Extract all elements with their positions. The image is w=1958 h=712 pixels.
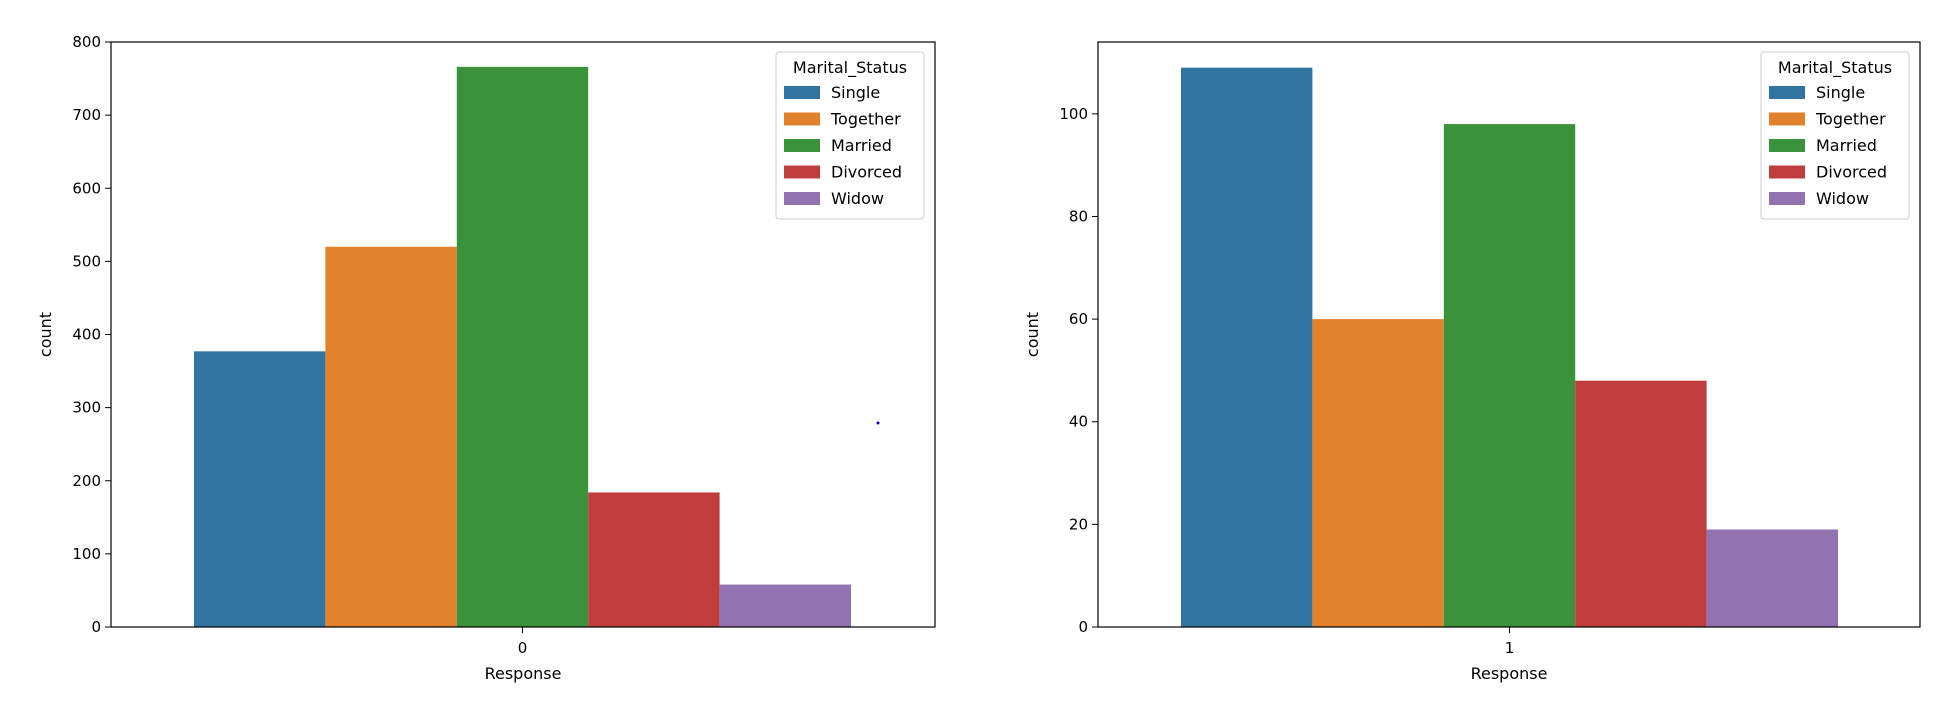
y-tick-label: 200 [72, 472, 101, 490]
legend-swatch-widow [1769, 192, 1805, 205]
y-tick-label: 0 [1078, 618, 1088, 636]
y-tick-label: 80 [1069, 207, 1088, 225]
legend-label-widow: Widow [831, 189, 884, 208]
y-tick-label: 300 [72, 399, 101, 417]
x-axis-label: Response [1471, 664, 1548, 683]
legend-swatch-single [1769, 86, 1805, 99]
legend-label-single: Single [831, 83, 880, 102]
chart-2: 0 20 40 60 80 100 1 Response count Marital_Status… [1023, 41, 1921, 683]
y-tick-label: 100 [72, 545, 101, 563]
x-axis-label: Response [485, 664, 562, 683]
bar-single-1 [1181, 67, 1313, 627]
y-tick-label: 100 [1059, 105, 1088, 123]
legend-label-married: Married [1816, 136, 1877, 155]
y-tick-label: 700 [72, 106, 101, 124]
y-tick-label: 400 [72, 326, 101, 344]
legend-label-divorced: Divorced [831, 163, 902, 182]
stray-dot [876, 421, 880, 425]
y-tick-label: 600 [72, 179, 101, 197]
legend-swatch-widow [784, 192, 820, 205]
y-tick-label: 60 [1069, 310, 1088, 328]
legend-swatch-together [784, 112, 820, 126]
y-axis-label: count [1023, 312, 1042, 357]
y-tick-label: 500 [72, 252, 101, 270]
y-tick-label: 800 [72, 33, 101, 51]
bar-divorced-0 [588, 492, 720, 627]
legend-swatch-divorced [784, 165, 820, 179]
legend-label-single: Single [1816, 83, 1865, 102]
legend-swatch-single [784, 86, 820, 99]
bar-together-0 [325, 246, 457, 627]
legend-swatch-married [1769, 139, 1805, 152]
x-tick-label: 1 [1505, 639, 1515, 657]
bar-married-1 [1443, 124, 1576, 628]
bar-divorced-1 [1575, 380, 1707, 627]
y-tick-label: 20 [1069, 515, 1088, 533]
legend-label-widow: Widow [1816, 189, 1869, 208]
chart-1: 0 100 200 300 400 500 600 700 800 0 Response count M… [36, 33, 936, 683]
bar-single-0 [194, 351, 326, 627]
bar-widow-1 [1706, 529, 1838, 627]
legend-label-together: Together [830, 110, 901, 129]
bar-together-1 [1312, 319, 1444, 627]
legend-swatch-divorced [1769, 165, 1805, 179]
y-axis-label: count [36, 312, 55, 357]
legend-swatch-married [784, 139, 820, 152]
y-tick-label: 0 [91, 618, 101, 636]
legend-swatch-together [1769, 112, 1805, 126]
y-tick-label: 40 [1069, 413, 1088, 431]
legend: Marital_Status Single Together Married Divor… [1760, 51, 1910, 220]
legend-title: Marital_Status [793, 58, 907, 78]
legend-title: Marital_Status [1778, 58, 1892, 78]
legend: Marital_Status Single Together Married Divor… [775, 51, 925, 220]
legend-label-divorced: Divorced [1816, 163, 1887, 182]
legend-label-together: Together [1815, 110, 1886, 129]
bar-widow-0 [719, 584, 851, 627]
bar-married-0 [456, 66, 589, 628]
legend-label-married: Married [831, 136, 892, 155]
x-tick-label: 0 [518, 639, 528, 657]
